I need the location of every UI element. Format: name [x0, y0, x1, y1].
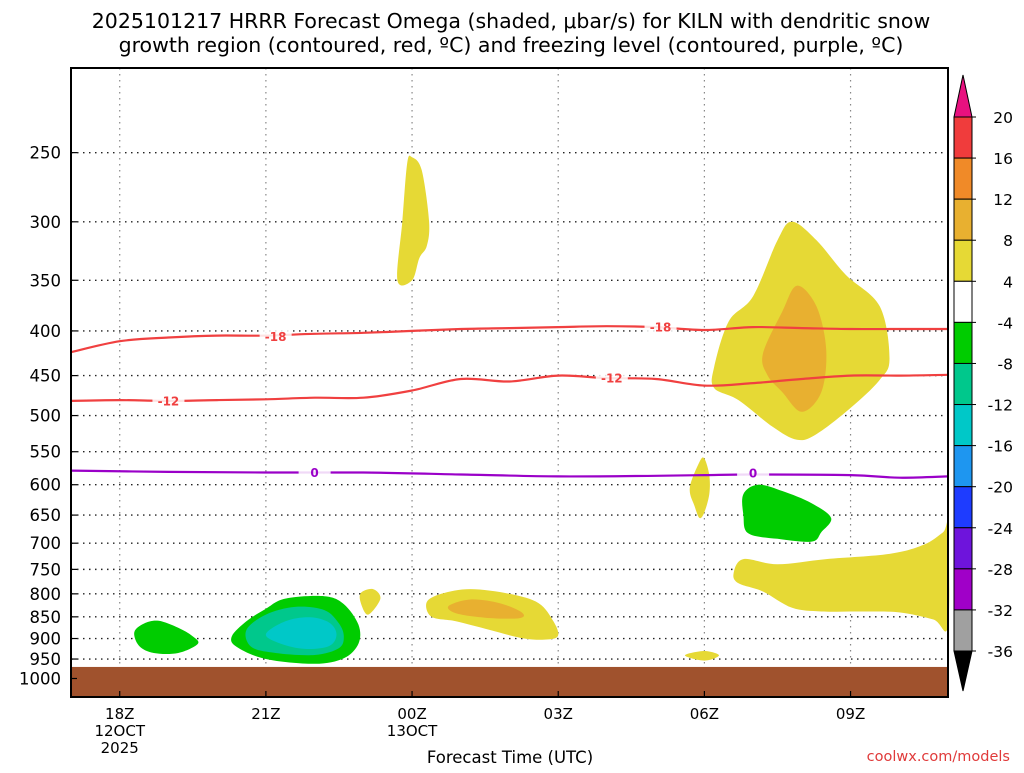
- colorbar-label-4: 4: [1003, 273, 1013, 291]
- colorbar-swatch--24: [953, 527, 973, 570]
- colorbar-label-12: 12: [993, 191, 1013, 209]
- omega-shading: [134, 155, 950, 664]
- y-tick-label-900: 900: [30, 630, 62, 649]
- omega-positive-4-upper: [397, 155, 430, 286]
- colorbar-label-20: 20: [993, 109, 1013, 127]
- chart-title-line-1: 2025101217 HRRR Forecast Omega (shaded, …: [92, 9, 930, 33]
- colorbar-label--36: -36: [988, 643, 1013, 661]
- colorbar-label--4: -4: [998, 314, 1013, 332]
- colorbar-label-16: 16: [993, 150, 1013, 168]
- dgz-minus12-label-bg-1: [595, 371, 628, 386]
- colorbar-swatch--32: [953, 609, 973, 652]
- omega-positive-4-small2: [359, 588, 381, 615]
- colorbar-label--12: -12: [988, 397, 1013, 415]
- colorbar: 20 16 12 8 4 -4 -8 -12 -16 -20 -24 -28 -32 -36: [953, 74, 1013, 692]
- y-axis-ticks: 250 300 350 400 450 500 550 600 650 700 750 800 850 9…: [19, 144, 77, 688]
- x-tick-label-18Z: 18Z: [105, 705, 134, 723]
- y-tick-label-450: 450: [30, 367, 62, 386]
- colorbar-swatch-4: [953, 280, 973, 323]
- colorbar-swatch--16: [953, 445, 973, 488]
- colorbar-label--28: -28: [988, 561, 1013, 579]
- contours: -18 -18 -12 -12 0 0: [70, 320, 949, 481]
- y-tick-label-600: 600: [30, 476, 62, 495]
- colorbar-swatch--4: [953, 321, 973, 364]
- dgz-minus12-label-bg-0: [152, 393, 185, 408]
- dgz-minus12-label-1: -12: [601, 372, 623, 386]
- freezing-level-0-label-bg-0: [298, 465, 331, 480]
- dgz-minus18-label-bg-0: [259, 329, 292, 344]
- colorbar-label--24: -24: [988, 520, 1013, 538]
- colorbar-swatch-8: [953, 239, 973, 282]
- colorbar-label--20: -20: [988, 479, 1013, 497]
- dgz-minus18-label-1: -18: [650, 321, 672, 335]
- colorbar-label--16: -16: [988, 438, 1013, 456]
- dgz-minus12-label-0: -12: [158, 394, 180, 408]
- colorbar-label--8: -8: [998, 355, 1013, 373]
- x-axis-label: Forecast Time (UTC): [427, 748, 593, 767]
- y-tick-label-650: 650: [30, 506, 62, 525]
- x-tick-label-00Z: 00Z: [397, 705, 426, 723]
- freezing-level-0-line: [70, 469, 949, 479]
- y-tick-label-300: 300: [30, 213, 62, 232]
- freezing-level-0-label-bg-1: [737, 466, 770, 481]
- y-tick-label-400: 400: [30, 322, 62, 341]
- colorbar-swatch--20: [953, 486, 973, 529]
- colorbar-label-8: 8: [1003, 232, 1013, 250]
- x-tick-label-21Z: 21Z: [251, 705, 280, 723]
- omega-positive-4-lowright: [733, 521, 950, 632]
- colorbar-swatch--28: [953, 568, 973, 611]
- grid: [71, 68, 948, 697]
- chart-title-line-2: growth region (contoured, red, ºC) and f…: [119, 33, 904, 57]
- colorbar-top-cap: [953, 74, 973, 118]
- y-tick-label-700: 700: [30, 534, 62, 553]
- omega-negative-4-left: [134, 620, 199, 655]
- colorbar-swatch-16: [953, 157, 973, 200]
- x-tick-sublabel-18Z: 12OCT: [94, 722, 145, 740]
- y-tick-label-1000: 1000: [19, 669, 61, 688]
- y-tick-label-500: 500: [30, 407, 62, 426]
- colorbar-bottom-cap: [953, 650, 973, 692]
- ground-below-surface: [71, 666, 948, 697]
- x-tick-label-03Z: 03Z: [544, 705, 573, 723]
- y-tick-label-250: 250: [30, 144, 62, 163]
- y-tick-label-550: 550: [30, 443, 62, 462]
- omega-positive-8-low: [447, 599, 524, 619]
- dgz-minus18-label-bg-1: [644, 320, 677, 335]
- colorbar-swatch--12: [953, 404, 973, 447]
- y-tick-label-800: 800: [30, 585, 62, 604]
- colorbar-swatch--8: [953, 362, 973, 406]
- colorbar-swatch-20: [953, 116, 973, 159]
- omega-negative-4-right: [742, 484, 832, 542]
- y-tick-label-950: 950: [30, 650, 62, 669]
- x-tick-label-06Z: 06Z: [690, 705, 719, 723]
- dgz-minus12-line: [70, 373, 949, 403]
- credit-text: coolwx.com/models: [867, 749, 1010, 765]
- x-tick-label-09Z: 09Z: [836, 705, 865, 723]
- omega-negative-12-center: [265, 617, 337, 649]
- freezing-level-0-label-1: 0: [749, 467, 757, 481]
- colorbar-label--32: -32: [988, 602, 1013, 620]
- freezing-level-0-label-0: 0: [310, 466, 318, 480]
- y-tick-label-350: 350: [30, 271, 62, 290]
- plot-frame: [70, 67, 949, 698]
- x-tick-sublabel-00Z: 13OCT: [387, 722, 438, 740]
- x-tick-year-18Z: 2025: [101, 739, 139, 757]
- omega-positive-4-small: [689, 457, 710, 519]
- y-tick-label-750: 750: [30, 560, 62, 579]
- omega-positive-4-tiny: [684, 651, 719, 661]
- colorbar-swatch-12: [953, 198, 973, 241]
- dgz-minus18-line: [70, 325, 948, 354]
- y-tick-label-850: 850: [30, 608, 62, 627]
- dgz-minus18-label-0: -18: [265, 330, 287, 344]
